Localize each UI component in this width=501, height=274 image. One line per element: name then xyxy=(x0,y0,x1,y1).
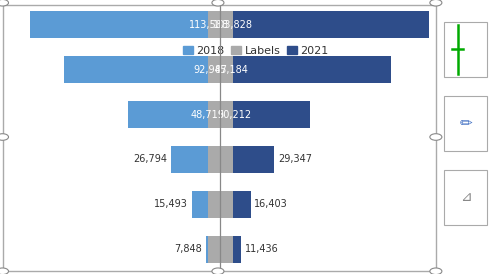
Bar xyxy=(207,11,233,38)
Text: 48,719: 48,719 xyxy=(190,110,224,119)
Bar xyxy=(207,146,233,173)
Text: 103,828: 103,828 xyxy=(213,20,253,30)
Bar xyxy=(30,11,220,38)
Text: 113,588: 113,588 xyxy=(189,20,229,30)
Text: ✏: ✏ xyxy=(459,116,472,131)
Bar xyxy=(220,11,429,38)
Bar xyxy=(128,101,220,128)
FancyBboxPatch shape xyxy=(444,22,487,77)
Bar xyxy=(207,191,233,218)
Bar xyxy=(206,236,220,263)
Bar xyxy=(220,236,241,263)
Text: 85,184: 85,184 xyxy=(214,65,248,75)
Bar xyxy=(207,56,233,83)
Text: ⊿: ⊿ xyxy=(460,190,471,204)
Text: 7,848: 7,848 xyxy=(175,244,202,254)
Bar xyxy=(171,146,220,173)
FancyBboxPatch shape xyxy=(444,96,487,151)
Bar xyxy=(207,236,233,263)
Bar xyxy=(220,101,310,128)
Text: 92,947: 92,947 xyxy=(193,65,227,75)
FancyBboxPatch shape xyxy=(444,170,487,225)
Bar xyxy=(220,191,250,218)
Bar xyxy=(192,191,220,218)
Bar xyxy=(207,101,233,128)
Legend: 2018, Labels, 2021: 2018, Labels, 2021 xyxy=(178,41,333,60)
Text: 50,212: 50,212 xyxy=(217,110,251,119)
Text: 16,403: 16,403 xyxy=(254,199,288,209)
Bar xyxy=(220,146,275,173)
Bar xyxy=(220,56,391,83)
Text: 29,347: 29,347 xyxy=(278,155,312,164)
Text: 11,436: 11,436 xyxy=(245,244,279,254)
Text: 15,493: 15,493 xyxy=(154,199,188,209)
Bar xyxy=(64,56,220,83)
Text: 26,794: 26,794 xyxy=(134,155,167,164)
